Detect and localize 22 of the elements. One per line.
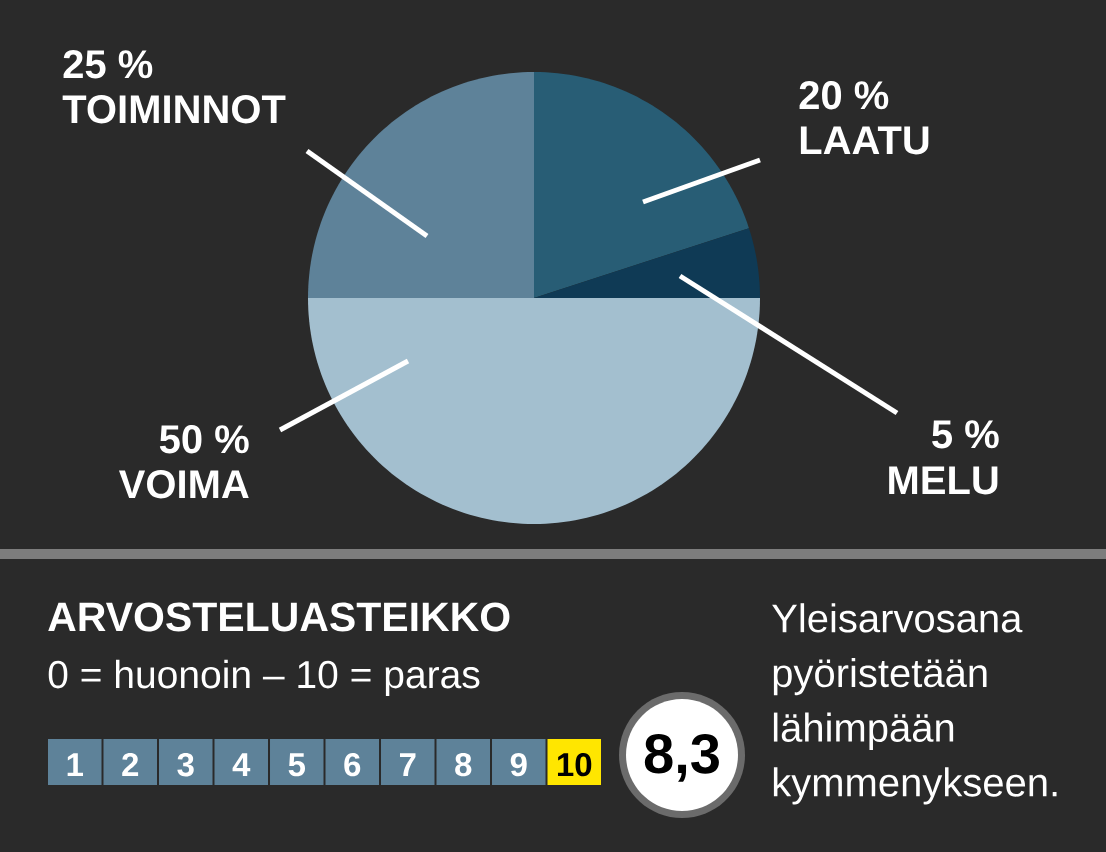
slice-label: MELU — [889, 466, 998, 495]
data-label: 3 — [177, 752, 194, 777]
data-label: 1 — [67, 753, 84, 776]
chart-subtitle: 0 = huonoin – 10 = paras — [48, 659, 480, 697]
data-label: 7 — [399, 753, 416, 776]
data-label: 5 % — [932, 420, 999, 449]
chart-title: ARVOSTELUASTEIKKO — [48, 602, 510, 632]
slice-label: VOIMA — [118, 470, 249, 499]
data-label: 2 — [122, 752, 139, 776]
data-label: 20 % — [799, 81, 889, 110]
data-label: 50 % — [159, 425, 249, 454]
slice-label: TOIMINNOT — [62, 95, 286, 124]
data-label: 4 — [232, 753, 251, 776]
data-label: 25 % — [63, 50, 153, 79]
text: Yleisarvosana pyöristetään lähimpään kymmenykseen. — [772, 603, 1057, 805]
data-label: 10 — [557, 752, 592, 777]
slice-label: LAATU — [800, 126, 929, 155]
data-label: 9 — [510, 752, 527, 777]
data-label: 5 — [288, 753, 306, 777]
data-label: 8 — [455, 752, 472, 777]
data-label: 6 — [344, 752, 361, 777]
text: 8,3 — [644, 733, 719, 782]
